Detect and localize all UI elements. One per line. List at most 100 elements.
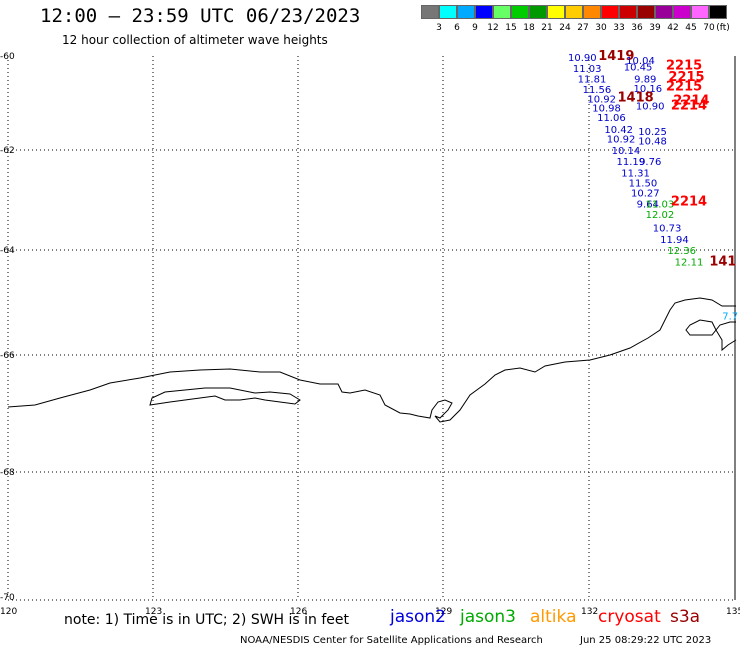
wave-height-value: 12.02 — [646, 210, 675, 221]
color-scale-label: 36 — [631, 23, 643, 33]
color-scale-label: 39 — [649, 23, 661, 33]
page-title: 12:00 – 23:59 UTC 06/23/2023 — [40, 5, 361, 27]
lat-label: -64 — [0, 246, 15, 256]
wave-height-value: 12.36 — [667, 246, 696, 257]
wave-height-value: 10.45 — [624, 62, 653, 73]
color-swatch — [655, 5, 673, 19]
color-scale-label: 33 — [613, 23, 625, 33]
coastline — [7, 297, 737, 423]
lon-label: 120 — [0, 607, 17, 617]
plot-frame — [7, 56, 736, 601]
satellite-legend-jason2: jason2 — [390, 607, 446, 627]
color-scale-label: 6 — [454, 23, 460, 33]
color-swatch — [511, 5, 529, 19]
lat-label: -68 — [0, 468, 15, 478]
wave-height-value: 9.64 — [637, 200, 659, 211]
footer-credit: NOAA/NESDIS Center for Satellite Applica… — [240, 635, 543, 646]
wave-height-value: 10.48 — [638, 137, 667, 148]
color-scale-label: 3 — [436, 23, 442, 33]
color-scale-label: 24 — [559, 23, 571, 33]
wave-height-value: 11.03 — [646, 200, 675, 211]
color-swatch — [475, 5, 493, 19]
lat-label: -70 — [0, 593, 15, 603]
wave-height-value: 10.14 — [612, 146, 641, 157]
satellite-legend-jason3: jason3 — [460, 607, 516, 627]
lon-label: 135 — [726, 607, 740, 617]
color-scale-label: 18 — [523, 23, 535, 33]
page-subtitle: 12 hour collection of altimeter wave hei… — [62, 33, 328, 47]
pass-time-label: 2214 — [671, 98, 707, 113]
longitude-labels: 120 123 126 129 132 135 — [0, 607, 740, 617]
wave-height-value: 11.81 — [578, 75, 607, 86]
graticule — [8, 56, 735, 600]
color-scale-label: 27 — [577, 23, 589, 33]
color-swatch — [673, 5, 691, 19]
color-scale-unit: (ft) — [716, 23, 730, 33]
pass-time-label: 2215 — [668, 70, 704, 85]
pass-time-label: 2214 — [671, 195, 707, 210]
color-scale-label: 21 — [541, 23, 553, 33]
color-swatch — [493, 5, 511, 19]
color-scale-label: 9 — [472, 23, 478, 33]
color-swatch — [691, 5, 709, 19]
satellite-legend-altika: altika — [530, 607, 577, 627]
lon-label: 129 — [435, 607, 452, 617]
lat-label: -60 — [0, 52, 15, 62]
satellite-legend-s3a: s3a — [670, 607, 701, 627]
satellite-legend-cryosat: cryosat — [598, 607, 661, 627]
wave-height-value: 10.90 — [636, 101, 665, 112]
wave-height-value: 11.56 — [583, 85, 612, 96]
lat-label: -66 — [0, 351, 15, 361]
wave-height-value: 10.27 — [631, 189, 660, 200]
lon-label: 123 — [145, 607, 162, 617]
color-swatch — [547, 5, 565, 19]
color-scale-label: 30 — [595, 23, 607, 33]
color-swatch — [457, 5, 475, 19]
wave-height-value: 9.89 — [634, 75, 656, 86]
color-scale-label: 42 — [667, 23, 679, 33]
color-scale-label: 45 — [685, 23, 697, 33]
pass-time-label: 1419 — [598, 49, 634, 64]
footer-timestamp: Jun 25 08:29:22 UTC 2023 — [580, 635, 712, 646]
wave-height-value: 10.92 — [587, 94, 616, 105]
wave-height-value: 10.73 — [653, 224, 682, 235]
pass-time-label: 141 — [709, 255, 736, 270]
color-scale-label: 15 — [505, 23, 517, 33]
wave-height-value: 10.92 — [607, 134, 636, 145]
lon-label: 126 — [290, 607, 307, 617]
wave-height-value: 9.76 — [639, 157, 661, 168]
wave-height-value: 11.06 — [597, 113, 626, 124]
pass-time-label: 1418 — [618, 90, 654, 105]
wave-height-value: 10.04 — [626, 56, 655, 67]
wave-height-value: 10.16 — [633, 84, 662, 95]
wave-height-value: 7.7 — [722, 312, 738, 323]
pass-time-label: 2215 — [666, 80, 702, 95]
color-swatch — [637, 5, 655, 19]
color-swatch — [601, 5, 619, 19]
latitude-labels: -60 -62 -64 -66 -68 -70 — [0, 52, 15, 603]
color-swatch — [619, 5, 637, 19]
color-swatch — [421, 5, 439, 19]
color-swatch — [709, 5, 727, 19]
color-swatch — [583, 5, 601, 19]
color-scale-label: 12 — [487, 23, 499, 33]
wave-height-value: 11.31 — [621, 169, 650, 180]
color-swatch — [565, 5, 583, 19]
wave-height-value: 11.50 — [629, 179, 658, 190]
wave-height-value: 10.25 — [638, 127, 667, 138]
wave-height-value: 12.11 — [675, 258, 704, 269]
lat-label: -62 — [0, 146, 15, 156]
wave-height-value: 11.03 — [573, 64, 602, 75]
lon-label: 132 — [581, 607, 598, 617]
color-swatch — [529, 5, 547, 19]
note-text: note: 1) Time is in UTC; 2) SWH is in fe… — [64, 612, 350, 628]
wave-height-value: 11.19 — [616, 157, 645, 168]
color-scale-label: 70 — [703, 23, 715, 33]
wave-height-value: 11.94 — [660, 235, 689, 246]
wave-height-value: 10.90 — [568, 53, 597, 64]
color-swatch — [439, 5, 457, 19]
pass-time-label: 2215 — [666, 58, 702, 73]
wave-height-value: 10.98 — [592, 104, 621, 115]
